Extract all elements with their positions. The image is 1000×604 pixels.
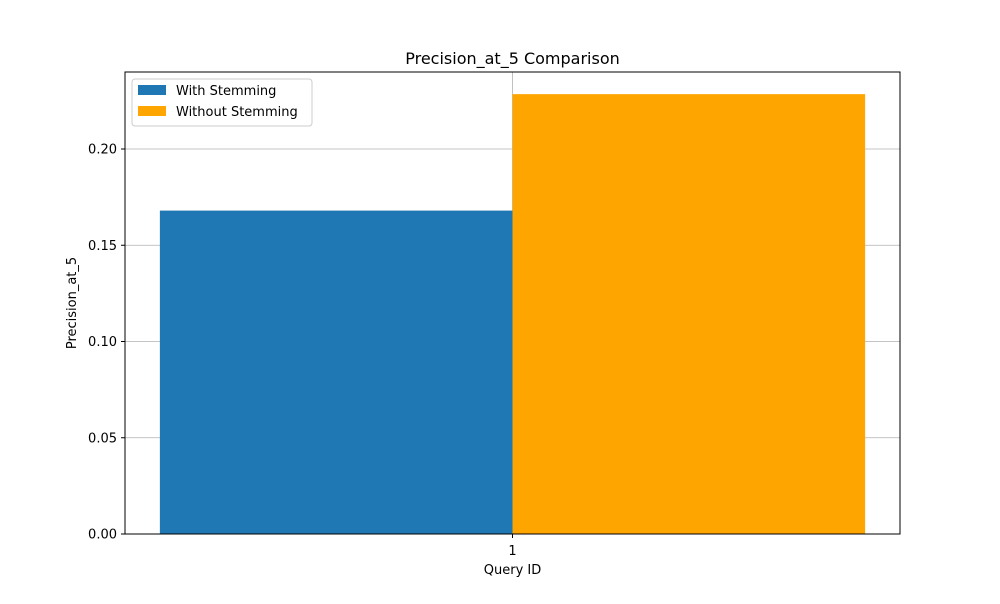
legend-label-without-stemming: Without Stemming [176, 105, 298, 120]
chart-title: Precision_at_5 Comparison [405, 49, 620, 69]
legend-label-with-stemming: With Stemming [176, 84, 276, 99]
y-tick-label: 0.10 [88, 335, 117, 350]
y-axis-label: Precision_at_5 [65, 257, 80, 349]
ticks-layer: 0.00 0.05 0.10 0.15 0.20 1 [88, 143, 517, 560]
y-tick-label: 0.20 [88, 143, 117, 158]
bars-layer [159, 94, 866, 534]
y-tick-label: 0.15 [88, 239, 117, 254]
legend: With Stemming Without Stemming [131, 78, 313, 127]
bar-with-stemming [159, 210, 513, 534]
legend-frame [131, 78, 313, 127]
x-tick-label: 1 [508, 544, 516, 559]
bar-without-stemming [512, 94, 866, 534]
legend-swatch-without-stemming [138, 106, 166, 116]
x-axis-label: Query ID [484, 563, 541, 578]
legend-swatch-with-stemming [138, 85, 166, 95]
y-tick-label: 0.00 [88, 528, 117, 543]
y-tick-label: 0.05 [88, 431, 117, 446]
